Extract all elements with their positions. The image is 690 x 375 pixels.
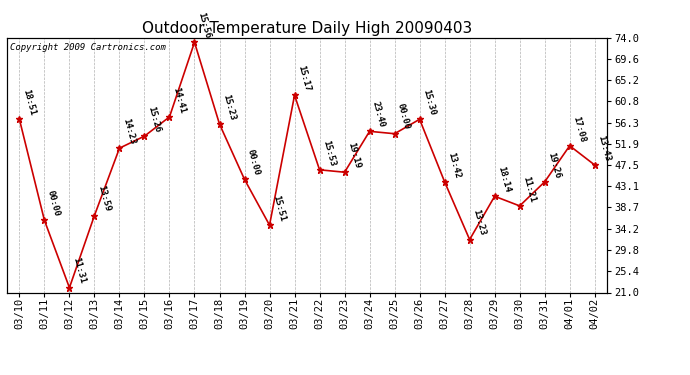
Text: 13:59: 13:59: [96, 184, 112, 213]
Text: 18:51: 18:51: [21, 88, 37, 117]
Text: 18:14: 18:14: [496, 165, 512, 194]
Text: 14:41: 14:41: [171, 86, 186, 114]
Text: 23:40: 23:40: [371, 100, 386, 129]
Text: 00:00: 00:00: [396, 103, 412, 131]
Text: 15:17: 15:17: [296, 64, 312, 93]
Text: 15:51: 15:51: [271, 194, 286, 222]
Text: 11:31: 11:31: [71, 256, 86, 285]
Text: 00:00: 00:00: [246, 148, 262, 177]
Text: 00:00: 00:00: [46, 189, 61, 217]
Text: 15:30: 15:30: [421, 88, 437, 117]
Text: 13:42: 13:42: [446, 151, 462, 179]
Text: 13:43: 13:43: [596, 134, 612, 162]
Text: 17:08: 17:08: [571, 115, 586, 143]
Text: 14:23: 14:23: [121, 117, 137, 146]
Text: Copyright 2009 Cartronics.com: Copyright 2009 Cartronics.com: [10, 43, 166, 52]
Text: 19:26: 19:26: [546, 151, 562, 179]
Text: 15:26: 15:26: [146, 105, 161, 134]
Text: 15:23: 15:23: [221, 93, 237, 122]
Title: Outdoor Temperature Daily High 20090403: Outdoor Temperature Daily High 20090403: [142, 21, 472, 36]
Text: 11:21: 11:21: [521, 175, 537, 203]
Text: 19:19: 19:19: [346, 141, 362, 170]
Text: 15:56: 15:56: [196, 11, 212, 39]
Text: 15:53: 15:53: [321, 139, 337, 167]
Text: 13:23: 13:23: [471, 209, 486, 237]
